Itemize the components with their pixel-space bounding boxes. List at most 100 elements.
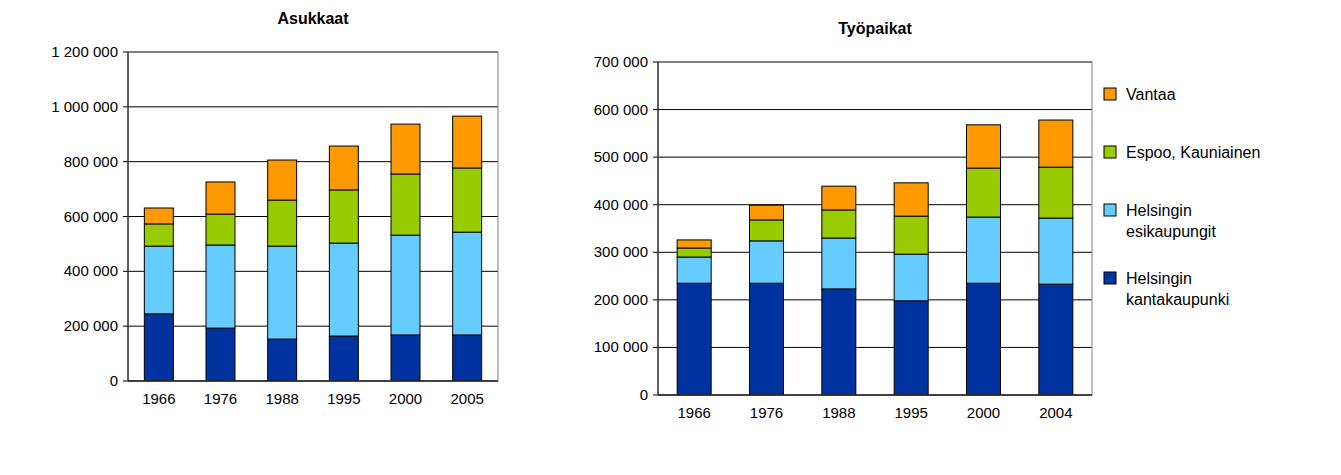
tick-label: 400 000 (64, 262, 118, 279)
bar-segment: Helsingin kantakaupunki (894, 301, 928, 395)
bar-segment: Vantaa (822, 186, 856, 210)
grid-line (128, 381, 498, 382)
bar-segment: Espoo, Kauniainen (967, 168, 1001, 217)
bar-segment: Vantaa (750, 205, 784, 220)
chart-title: Työpaikat (838, 20, 912, 37)
grid-line (658, 299, 1092, 300)
bar-segment: Espoo, Kauniainen (268, 200, 297, 246)
bar-segment: Helsingin esikaupungit (894, 254, 928, 301)
bar-segment: Helsingin kantakaupunki (329, 336, 358, 381)
tick-label: 400 000 (594, 196, 648, 213)
bar-segment: Espoo, Kauniainen (894, 216, 928, 254)
plot-area (128, 52, 498, 381)
legend-swatch (1104, 146, 1116, 158)
bar-segment: Espoo, Kauniainen (391, 174, 420, 235)
tick-mark (123, 271, 128, 272)
legend-label: Espoo, Kauniainen (1126, 144, 1260, 161)
y-axis (128, 52, 129, 381)
tick-label: 1 200 000 (51, 43, 118, 60)
category-label: 1988 (265, 390, 298, 407)
bar-segment: Vantaa (206, 182, 235, 214)
bar-segment: Helsingin kantakaupunki (750, 283, 784, 395)
tick-mark (123, 216, 128, 217)
category-label: 2000 (967, 404, 1000, 421)
bar-segment: Helsingin esikaupungit (391, 235, 420, 335)
bar-segment: Espoo, Kauniainen (144, 224, 173, 246)
bar-segment: Espoo, Kauniainen (206, 214, 235, 245)
tick-mark (123, 326, 128, 327)
bar-segment: Helsingin kantakaupunki (268, 339, 297, 381)
tick-mark (653, 299, 658, 300)
bar-segment: Espoo, Kauniainen (677, 248, 711, 257)
bar-segment: Helsingin esikaupungit (1039, 218, 1073, 284)
bar-segment: Helsingin esikaupungit (967, 217, 1001, 283)
bar-segment: Helsingin esikaupungit (268, 246, 297, 339)
tick-label: 600 000 (64, 208, 118, 225)
tick-label: 600 000 (594, 101, 648, 118)
legend-label: Helsinginesikaupungit (1126, 202, 1216, 240)
chart-title: Asukkaat (277, 10, 349, 27)
bar-segment: Helsingin kantakaupunki (1039, 284, 1073, 395)
category-label: 1995 (894, 404, 927, 421)
category-label: 1966 (142, 390, 175, 407)
category-label: 2005 (450, 390, 483, 407)
plot-area (658, 62, 1092, 395)
legend-swatch (1104, 272, 1116, 284)
tick-mark (653, 62, 658, 63)
grid-line (658, 395, 1092, 396)
grid-line (128, 161, 498, 162)
y-axis (658, 62, 659, 395)
bars: Helsingin kantakaupunkiHelsingin esikaup… (677, 120, 1073, 395)
bar-segment: Espoo, Kauniainen (453, 168, 482, 232)
tick-mark (653, 204, 658, 205)
bars: Helsingin kantakaupunkiHelsingin esikaup… (144, 116, 481, 381)
category-label: 2004 (1039, 404, 1072, 421)
bar-segment: Vantaa (268, 160, 297, 200)
bar-segment: Helsingin kantakaupunki (453, 335, 482, 381)
bar-segment: Vantaa (1039, 120, 1073, 167)
legend-swatch (1104, 88, 1116, 100)
legend-label: Vantaa (1126, 86, 1176, 103)
legend: Vantaa Espoo, Kauniainen Helsinginesikaupu… (1104, 86, 1260, 308)
bar-segment: Helsingin esikaupungit (822, 238, 856, 289)
bar-segment: Vantaa (453, 116, 482, 168)
tick-label: 300 000 (594, 243, 648, 260)
grid-line (658, 109, 1092, 110)
bar-segment: Helsingin esikaupungit (329, 243, 358, 336)
grid-line (658, 252, 1092, 253)
bar-segment: Vantaa (677, 240, 711, 248)
plot-frame (128, 52, 498, 381)
bar-segment: Vantaa (894, 183, 928, 216)
bar-segment: Helsingin kantakaupunki (967, 283, 1001, 395)
bar-segment: Helsingin kantakaupunki (677, 283, 711, 395)
category-label: 1995 (327, 390, 360, 407)
bar-segment: Helsingin kantakaupunki (822, 289, 856, 395)
tick-label: 200 000 (64, 317, 118, 334)
tick-mark (653, 347, 658, 348)
tick-label: 1 000 000 (51, 98, 118, 115)
bar-segment: Espoo, Kauniainen (329, 190, 358, 243)
bar-segment: Helsingin esikaupungit (206, 245, 235, 328)
bar-segment: Espoo, Kauniainen (822, 210, 856, 238)
tick-label: 200 000 (594, 291, 648, 308)
bar-segment: Helsingin esikaupungit (750, 241, 784, 283)
bar-segment: Helsingin kantakaupunki (144, 314, 173, 381)
tick-mark (123, 161, 128, 162)
tick-mark (123, 381, 128, 382)
category-label: 1966 (677, 404, 710, 421)
tick-mark (653, 395, 658, 396)
tick-label: 700 000 (594, 53, 648, 70)
bar-segment: Vantaa (391, 124, 420, 174)
bar-segment: Helsingin esikaupungit (677, 257, 711, 283)
category-label: 1976 (204, 390, 237, 407)
x-axis (128, 381, 498, 382)
tick-label: 0 (110, 372, 118, 389)
category-label: 1976 (750, 404, 783, 421)
tick-mark (653, 252, 658, 253)
grid-line (658, 347, 1092, 348)
plot-frame (658, 62, 1092, 395)
legend-label: Helsinginkantakaupunki (1126, 270, 1229, 308)
category-label: 1988 (822, 404, 855, 421)
grid-line (658, 157, 1092, 158)
legend-swatch (1104, 204, 1116, 216)
